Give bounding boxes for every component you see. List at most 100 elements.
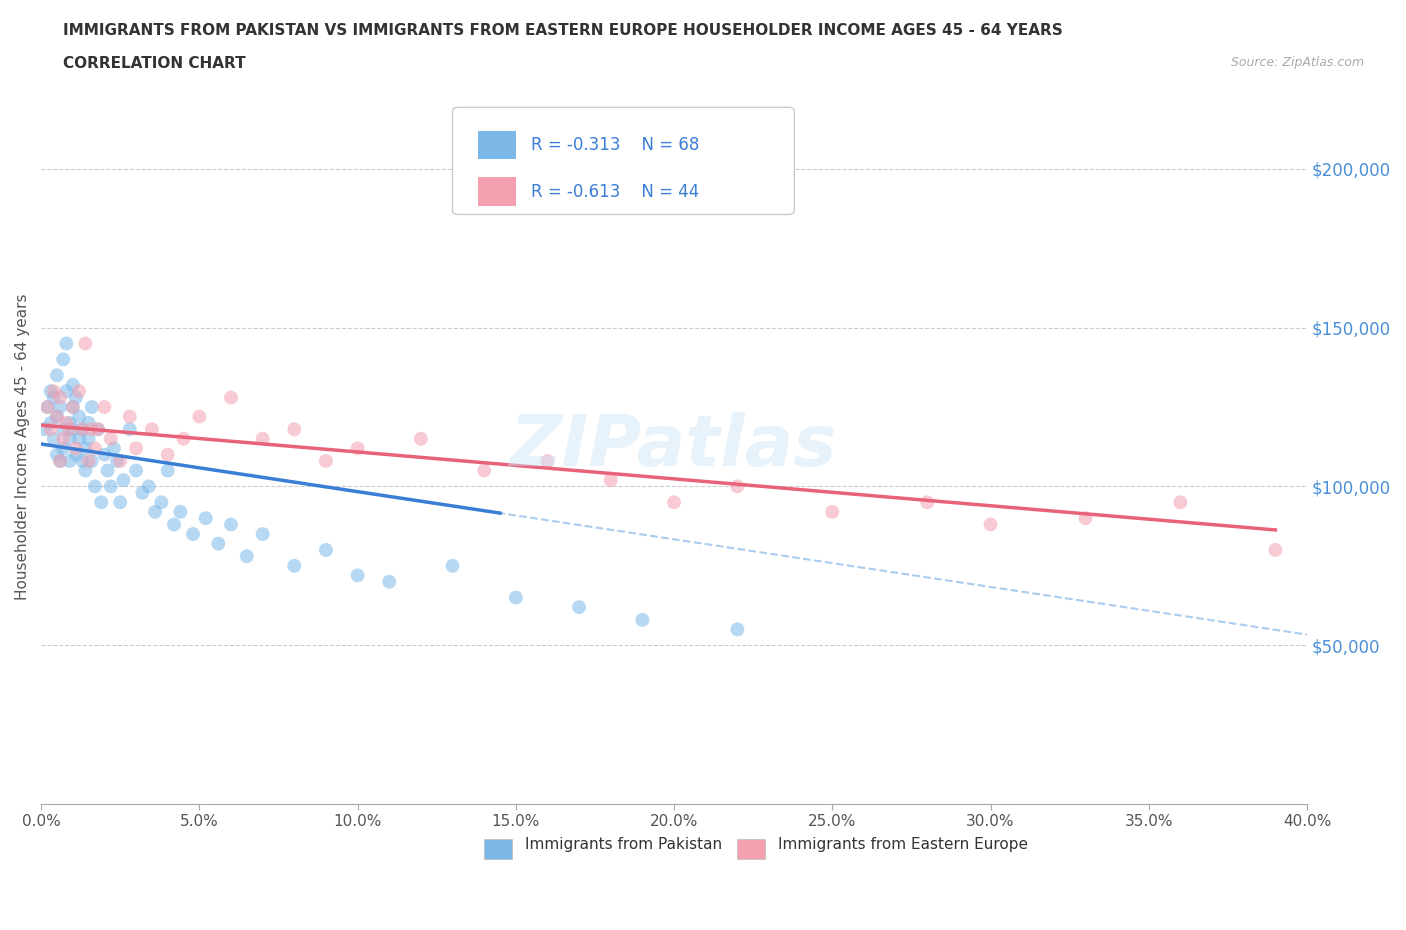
Point bbox=[45, 447, 67, 462]
Bar bbox=[478, 131, 516, 159]
Point bbox=[97, 463, 120, 478]
Point bbox=[52, 352, 75, 366]
Point bbox=[1264, 542, 1286, 557]
Point bbox=[103, 441, 125, 456]
Point bbox=[112, 472, 135, 487]
Point bbox=[49, 390, 72, 405]
Point bbox=[188, 409, 211, 424]
Point bbox=[118, 422, 141, 437]
Point bbox=[181, 526, 204, 541]
Point bbox=[169, 504, 191, 519]
Point bbox=[45, 409, 67, 424]
Point bbox=[55, 416, 77, 431]
Point bbox=[55, 384, 77, 399]
Text: R = -0.613    N = 44: R = -0.613 N = 44 bbox=[531, 182, 699, 201]
Point bbox=[1170, 495, 1192, 510]
Point bbox=[39, 384, 62, 399]
Point bbox=[156, 463, 179, 478]
Point bbox=[346, 441, 368, 456]
Point bbox=[315, 454, 337, 469]
Point bbox=[409, 432, 432, 446]
Point bbox=[100, 479, 122, 494]
Point bbox=[42, 390, 65, 405]
Point bbox=[58, 416, 80, 431]
Point bbox=[378, 575, 401, 590]
Point bbox=[65, 441, 87, 456]
Text: CORRELATION CHART: CORRELATION CHART bbox=[63, 56, 246, 71]
Bar bbox=[737, 839, 765, 859]
Point bbox=[67, 409, 90, 424]
Point bbox=[87, 422, 110, 437]
Point bbox=[77, 454, 100, 469]
Point bbox=[49, 454, 72, 469]
Point bbox=[125, 463, 148, 478]
Point bbox=[568, 600, 591, 615]
Point bbox=[472, 463, 495, 478]
Point bbox=[93, 447, 115, 462]
Point bbox=[42, 432, 65, 446]
Point bbox=[110, 495, 132, 510]
Point bbox=[52, 422, 75, 437]
Text: ZIPatlas: ZIPatlas bbox=[510, 412, 838, 481]
Point bbox=[725, 622, 748, 637]
Text: Source: ZipAtlas.com: Source: ZipAtlas.com bbox=[1230, 56, 1364, 69]
Point bbox=[441, 558, 464, 573]
Point bbox=[1074, 511, 1097, 525]
Point bbox=[143, 504, 166, 519]
Point bbox=[45, 368, 67, 383]
Point bbox=[67, 432, 90, 446]
Point bbox=[80, 454, 103, 469]
Point bbox=[915, 495, 938, 510]
Point bbox=[87, 422, 110, 437]
Point bbox=[32, 422, 55, 437]
Bar bbox=[478, 178, 516, 206]
Point bbox=[163, 517, 186, 532]
Text: Immigrants from Eastern Europe: Immigrants from Eastern Europe bbox=[778, 837, 1028, 852]
Point bbox=[236, 549, 259, 564]
Point bbox=[49, 400, 72, 415]
Point bbox=[84, 441, 107, 456]
Point bbox=[662, 495, 685, 510]
Point bbox=[141, 422, 163, 437]
Y-axis label: Householder Income Ages 45 - 64 years: Householder Income Ages 45 - 64 years bbox=[15, 294, 30, 600]
Point bbox=[90, 495, 112, 510]
Point bbox=[156, 447, 179, 462]
Point bbox=[39, 422, 62, 437]
Point bbox=[283, 558, 305, 573]
FancyBboxPatch shape bbox=[453, 107, 794, 215]
Point bbox=[67, 384, 90, 399]
Point bbox=[37, 400, 59, 415]
Text: IMMIGRANTS FROM PAKISTAN VS IMMIGRANTS FROM EASTERN EUROPE HOUSEHOLDER INCOME AG: IMMIGRANTS FROM PAKISTAN VS IMMIGRANTS F… bbox=[63, 23, 1063, 38]
Point bbox=[42, 384, 65, 399]
Point bbox=[65, 447, 87, 462]
Point bbox=[72, 454, 94, 469]
Point bbox=[39, 416, 62, 431]
Point bbox=[52, 432, 75, 446]
Point bbox=[75, 463, 97, 478]
Point bbox=[77, 432, 100, 446]
Point bbox=[49, 454, 72, 469]
Point bbox=[283, 422, 305, 437]
Point bbox=[80, 422, 103, 437]
Point bbox=[173, 432, 195, 446]
Point bbox=[72, 422, 94, 437]
Point bbox=[315, 542, 337, 557]
Point bbox=[93, 400, 115, 415]
Point bbox=[45, 409, 67, 424]
Point bbox=[252, 432, 274, 446]
Point bbox=[219, 517, 242, 532]
Point bbox=[62, 422, 84, 437]
Point bbox=[118, 409, 141, 424]
Point bbox=[37, 400, 59, 415]
Point bbox=[631, 612, 654, 627]
Point bbox=[219, 390, 242, 405]
Point bbox=[725, 479, 748, 494]
Point bbox=[505, 591, 527, 605]
Point bbox=[346, 568, 368, 583]
Point bbox=[77, 416, 100, 431]
Point bbox=[110, 454, 132, 469]
Point bbox=[58, 422, 80, 437]
Point bbox=[536, 454, 558, 469]
Point bbox=[599, 472, 621, 487]
Point bbox=[138, 479, 160, 494]
